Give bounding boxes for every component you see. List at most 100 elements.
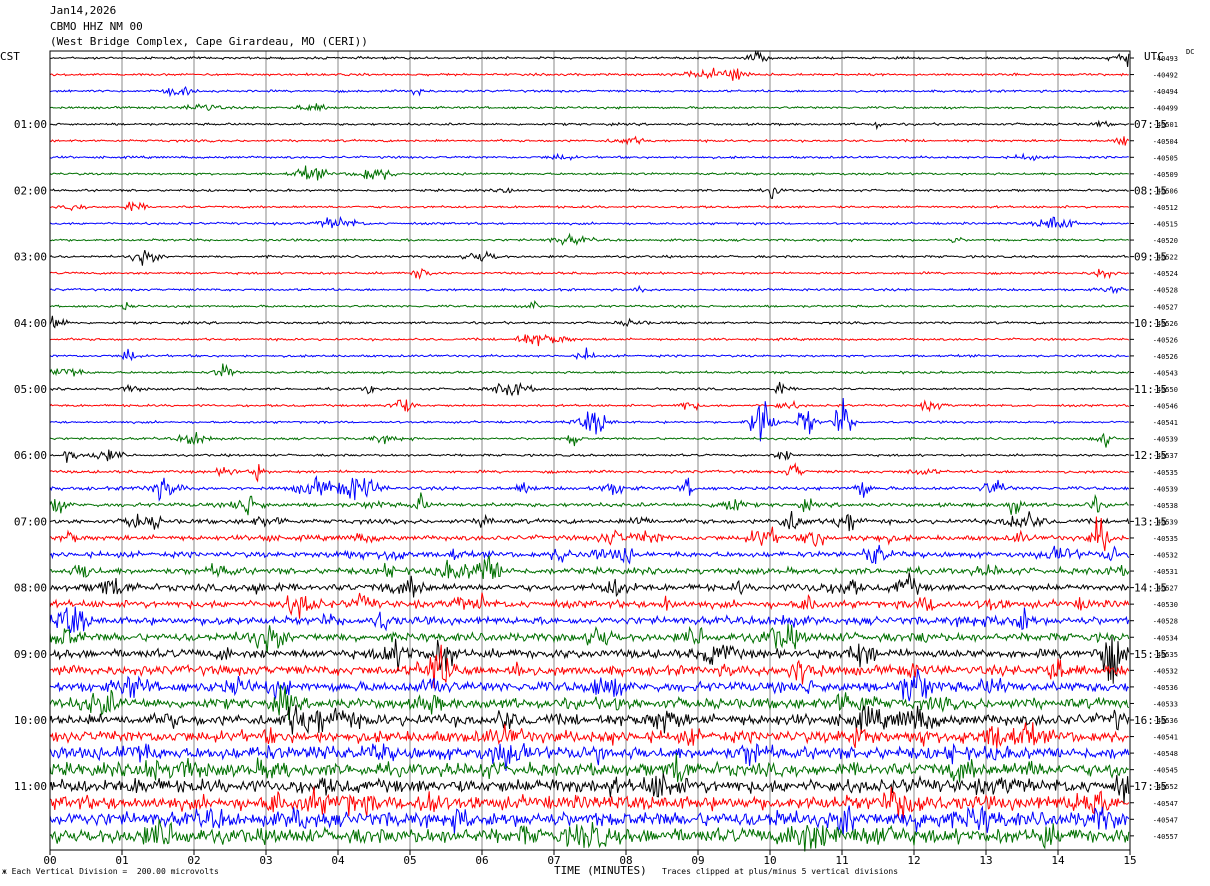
right-axis-title: UTC (1144, 50, 1164, 63)
x-axis-title: TIME (MINUTES) (554, 864, 647, 877)
seismic-trace (49, 722, 1130, 749)
dc-offset-label: -40532 (1153, 667, 1178, 675)
dc-offset-label: -40512 (1153, 204, 1178, 212)
plot-border (49, 50, 1131, 851)
seismic-trace (49, 397, 1130, 442)
x-tick-label: 10 (763, 854, 776, 867)
dc-offset-label: -40506 (1153, 187, 1178, 195)
left-hour-label: 05:00 (14, 383, 47, 396)
dc-offset-label: -40526 (1153, 336, 1178, 344)
x-tick-label: 07 (547, 854, 560, 867)
dc-offset-label: -40526 (1153, 320, 1178, 328)
dc-offset-label: -40501 (1153, 121, 1178, 129)
dc-offset-label: -40535 (1153, 651, 1178, 659)
seismic-trace (49, 668, 1130, 702)
dc-offset-label: -40548 (1153, 750, 1178, 758)
right-hour-label: 13:15 (1134, 515, 1167, 528)
x-tick-label: 11 (835, 854, 848, 867)
seismic-trace (49, 624, 1130, 654)
left-hour-label: 07:00 (14, 515, 47, 528)
dc-offset-label: -40509 (1153, 171, 1178, 179)
axis-labels: 00 01 02 03 04 05 06 07 08 09 10 11 12 13 14 15 -40493 -4… (14, 55, 1178, 867)
seismic-trace (49, 232, 1130, 246)
seismic-trace (49, 636, 1130, 684)
x-tick-label: 15 (1123, 854, 1136, 867)
right-hour-label: 09:15 (1134, 251, 1167, 264)
right-hour-label: 08:15 (1134, 184, 1167, 197)
seismic-trace (49, 475, 1130, 502)
seismic-trace (49, 819, 1130, 852)
seismic-trace (49, 572, 1130, 598)
dc-offset-label: -40537 (1153, 452, 1178, 460)
seismic-trace (49, 363, 1130, 377)
x-tick-label: 14 (1051, 854, 1065, 867)
dc-offset-label: -40539 (1153, 485, 1178, 493)
seismic-trace (49, 786, 1130, 821)
seismic-trace (49, 805, 1130, 835)
dc-offset-label: -40526 (1153, 353, 1178, 361)
seismic-trace (49, 432, 1129, 448)
scale-note: ж Each Vertical Division = 200.00 microv… (2, 867, 219, 876)
x-tick-label: 13 (979, 854, 992, 867)
seismic-trace (49, 200, 1130, 212)
x-tick-label: 06 (475, 854, 488, 867)
seismic-trace (49, 215, 1130, 229)
x-tick-label: 08 (619, 854, 632, 867)
dc-offset-label: -40547 (1153, 816, 1178, 824)
x-tick-label: 12 (907, 854, 920, 867)
right-hour-label: 14:15 (1134, 582, 1167, 595)
dc-offset-label: -40494 (1153, 88, 1178, 96)
seismic-trace (49, 492, 1129, 516)
seismic-trace (49, 50, 1130, 67)
left-hour-label: 04:00 (14, 317, 47, 330)
date-label: Jan14,2026 (50, 4, 117, 17)
seismic-trace (49, 347, 1129, 362)
dc-offset-label: -40557 (1153, 833, 1178, 841)
seismic-trace (49, 684, 1130, 721)
dc-offset-label: -40541 (1153, 734, 1178, 742)
left-hour-label: 08:00 (14, 582, 47, 595)
seismic-trace (49, 152, 1129, 162)
dc-offset-label: -40550 (1153, 386, 1178, 394)
right-hour-label: 10:15 (1134, 317, 1167, 330)
seismic-trace (49, 300, 1129, 311)
seismic-trace (49, 103, 1129, 113)
seismic-trace (49, 516, 1129, 552)
dc-offset-label: -40545 (1153, 767, 1178, 775)
seismic-trace (49, 267, 1129, 280)
dc-offset-label: -40505 (1153, 154, 1178, 162)
x-tick-label: 03 (259, 854, 272, 867)
dc-label: DC (1186, 48, 1195, 56)
seismic-trace (49, 315, 1130, 329)
left-hour-label: 09:00 (14, 648, 47, 661)
right-hour-label: 11:15 (1134, 383, 1167, 396)
seismic-trace (49, 449, 1130, 463)
location-label: (West Bridge Complex, Cape Girardeau, MO… (50, 35, 368, 48)
seismic-trace (49, 284, 1129, 295)
seismic-trace (49, 462, 1130, 483)
left-hour-label: 03:00 (14, 251, 47, 264)
dc-offset-label: -40527 (1153, 303, 1178, 311)
minute-gridlines (49, 51, 1131, 850)
dc-offset-label: -40515 (1153, 221, 1178, 229)
x-tick-label: 05 (403, 854, 416, 867)
clip-note: Traces clipped at plus/minus 5 vertical … (662, 867, 899, 876)
seismic-trace (49, 752, 1130, 783)
right-hour-label: 07:15 (1134, 118, 1167, 131)
seismic-trace (49, 67, 1129, 81)
dc-offset-label: -40534 (1153, 634, 1178, 642)
dc-offset-label: -40531 (1153, 568, 1178, 576)
right-hour-label: 16:15 (1134, 714, 1167, 727)
seismic-trace (49, 606, 1130, 634)
dc-offset-label: -40527 (1153, 585, 1178, 593)
dc-offset-label: -40536 (1153, 684, 1178, 692)
dc-offset-label: -40541 (1153, 419, 1178, 427)
dc-offset-label: -40528 (1153, 618, 1178, 626)
dc-offset-label: -40520 (1153, 237, 1178, 245)
left-hour-label: 02:00 (14, 184, 47, 197)
dc-offset-label: -40532 (1153, 552, 1178, 560)
seismic-trace (49, 135, 1130, 146)
dc-offset-label: -40522 (1153, 254, 1178, 262)
dc-offset-label: -40552 (1153, 783, 1178, 791)
